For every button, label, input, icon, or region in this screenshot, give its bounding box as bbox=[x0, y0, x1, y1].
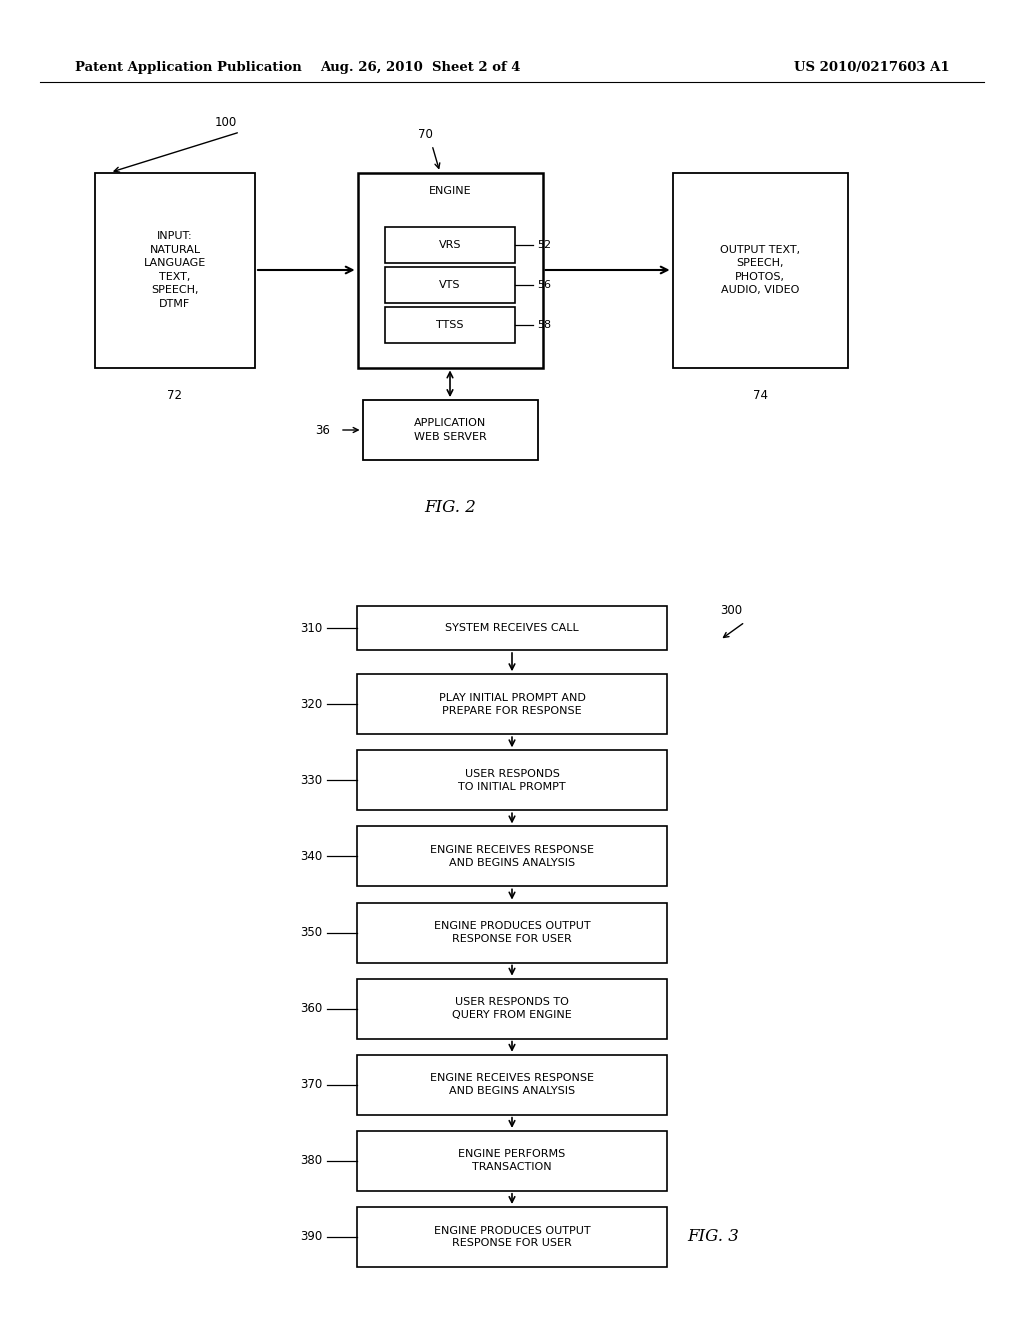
Text: 320: 320 bbox=[300, 698, 322, 710]
Text: 390: 390 bbox=[300, 1230, 322, 1243]
Text: 74: 74 bbox=[753, 389, 768, 403]
Text: TTSS: TTSS bbox=[436, 319, 464, 330]
Text: 370: 370 bbox=[300, 1078, 322, 1092]
Bar bbox=[357, 1131, 667, 1191]
Bar bbox=[357, 826, 667, 887]
Text: ENGINE PERFORMS
TRANSACTION: ENGINE PERFORMS TRANSACTION bbox=[459, 1150, 565, 1172]
Bar bbox=[385, 267, 515, 304]
Text: ENGINE: ENGINE bbox=[429, 186, 471, 195]
Bar bbox=[673, 173, 848, 367]
Text: VTS: VTS bbox=[439, 280, 461, 290]
Text: 380: 380 bbox=[300, 1154, 322, 1167]
Bar bbox=[362, 400, 538, 459]
Bar bbox=[357, 1206, 667, 1267]
Bar bbox=[357, 750, 667, 810]
Text: 36: 36 bbox=[315, 424, 330, 437]
Text: USER RESPONDS
TO INITIAL PROMPT: USER RESPONDS TO INITIAL PROMPT bbox=[458, 768, 566, 792]
Bar bbox=[385, 308, 515, 343]
Text: 72: 72 bbox=[168, 389, 182, 403]
Bar bbox=[385, 227, 515, 263]
Text: 330: 330 bbox=[300, 774, 322, 787]
Text: PLAY INITIAL PROMPT AND
PREPARE FOR RESPONSE: PLAY INITIAL PROMPT AND PREPARE FOR RESP… bbox=[438, 693, 586, 715]
Text: 100: 100 bbox=[215, 116, 238, 128]
Text: 58: 58 bbox=[537, 319, 551, 330]
Text: VRS: VRS bbox=[438, 240, 461, 249]
Bar bbox=[95, 173, 255, 367]
Text: OUTPUT TEXT,
SPEECH,
PHOTOS,
AUDIO, VIDEO: OUTPUT TEXT, SPEECH, PHOTOS, AUDIO, VIDE… bbox=[720, 244, 800, 296]
Text: FIG. 2: FIG. 2 bbox=[424, 499, 476, 516]
Text: ENGINE PRODUCES OUTPUT
RESPONSE FOR USER: ENGINE PRODUCES OUTPUT RESPONSE FOR USER bbox=[434, 921, 590, 944]
Text: 70: 70 bbox=[418, 128, 433, 141]
Text: US 2010/0217603 A1: US 2010/0217603 A1 bbox=[795, 62, 950, 74]
Text: 340: 340 bbox=[300, 850, 322, 863]
Bar bbox=[357, 1055, 667, 1114]
Text: ENGINE RECEIVES RESPONSE
AND BEGINS ANALYSIS: ENGINE RECEIVES RESPONSE AND BEGINS ANAL… bbox=[430, 1073, 594, 1096]
Text: 56: 56 bbox=[537, 280, 551, 290]
Text: 350: 350 bbox=[300, 927, 322, 939]
Text: 360: 360 bbox=[300, 1002, 322, 1015]
Bar bbox=[357, 903, 667, 962]
Text: INPUT:
NATURAL
LANGUAGE
TEXT,
SPEECH,
DTMF: INPUT: NATURAL LANGUAGE TEXT, SPEECH, DT… bbox=[144, 231, 206, 309]
Text: Aug. 26, 2010  Sheet 2 of 4: Aug. 26, 2010 Sheet 2 of 4 bbox=[319, 62, 520, 74]
Text: FIG. 3: FIG. 3 bbox=[687, 1229, 739, 1246]
Text: ENGINE PRODUCES OUTPUT
RESPONSE FOR USER: ENGINE PRODUCES OUTPUT RESPONSE FOR USER bbox=[434, 1225, 590, 1249]
Bar bbox=[357, 978, 667, 1039]
Text: APPLICATION
WEB SERVER: APPLICATION WEB SERVER bbox=[414, 418, 486, 442]
Text: SYSTEM RECEIVES CALL: SYSTEM RECEIVES CALL bbox=[445, 623, 579, 634]
Text: 310: 310 bbox=[300, 622, 322, 635]
Bar bbox=[357, 173, 543, 367]
Text: 52: 52 bbox=[537, 240, 551, 249]
Text: ENGINE RECEIVES RESPONSE
AND BEGINS ANALYSIS: ENGINE RECEIVES RESPONSE AND BEGINS ANAL… bbox=[430, 845, 594, 867]
Text: Patent Application Publication: Patent Application Publication bbox=[75, 62, 302, 74]
Bar bbox=[357, 675, 667, 734]
Text: 300: 300 bbox=[720, 603, 742, 616]
Bar bbox=[357, 606, 667, 649]
Text: USER RESPONDS TO
QUERY FROM ENGINE: USER RESPONDS TO QUERY FROM ENGINE bbox=[453, 997, 571, 1020]
